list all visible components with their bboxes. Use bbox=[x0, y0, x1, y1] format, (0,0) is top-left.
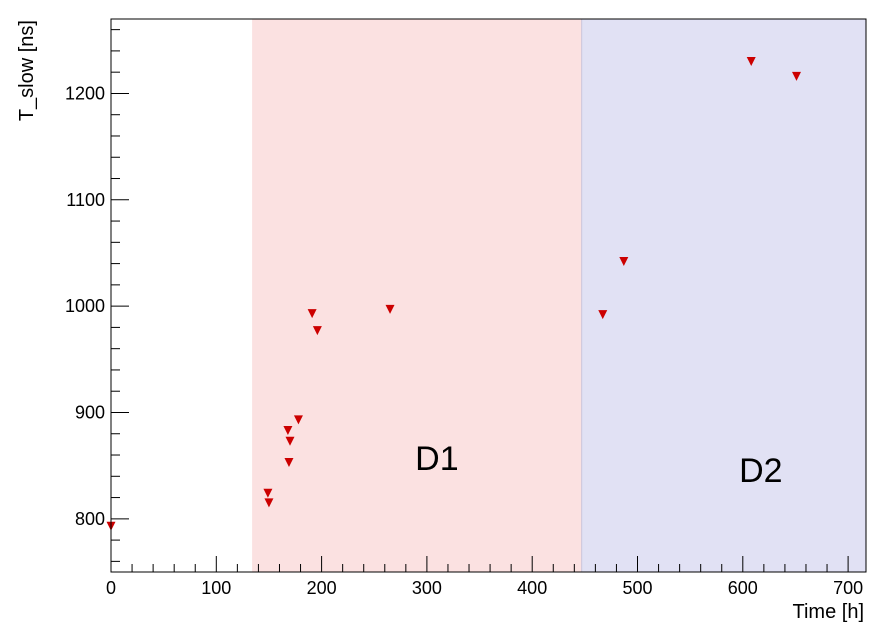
data-point bbox=[285, 436, 295, 446]
region-d1 bbox=[252, 19, 582, 572]
y-tick-label: 800 bbox=[75, 509, 105, 529]
x-tick-label: 500 bbox=[622, 578, 652, 598]
y-axis-title: T_slow [ns] bbox=[16, 20, 38, 121]
data-point bbox=[264, 498, 274, 508]
data-point bbox=[385, 304, 395, 314]
x-tick-label: 700 bbox=[833, 578, 863, 598]
x-tick-label: 300 bbox=[412, 578, 442, 598]
x-tick-label: 400 bbox=[517, 578, 547, 598]
y-tick-label: 1000 bbox=[65, 296, 105, 316]
data-point bbox=[307, 309, 317, 319]
y-tick-label: 1200 bbox=[65, 83, 105, 103]
data-point bbox=[619, 256, 629, 266]
region-label-d2: D2 bbox=[739, 452, 782, 490]
x-tick-label: 600 bbox=[728, 578, 758, 598]
data-point bbox=[312, 326, 322, 336]
data-point bbox=[293, 415, 303, 425]
region-labels: D1 D2 bbox=[415, 440, 782, 490]
data-point bbox=[792, 71, 802, 81]
x-tick-label: 100 bbox=[201, 578, 231, 598]
x-tick-label: 0 bbox=[106, 578, 116, 598]
x-axis-title: Time [h] bbox=[793, 601, 865, 623]
shaded-regions bbox=[252, 19, 866, 572]
y-tick-label: 900 bbox=[75, 402, 105, 422]
data-point bbox=[284, 457, 294, 467]
x-tick-label: 200 bbox=[307, 578, 337, 598]
data-point bbox=[263, 488, 273, 498]
tick-labels: 0 100 200 300 400 500 600 700 800 900 1000 1100 1200 bbox=[65, 83, 863, 598]
data-point bbox=[598, 310, 608, 320]
plot-frame bbox=[110, 18, 867, 573]
data-point bbox=[283, 426, 293, 436]
region-label-d1: D1 bbox=[415, 440, 458, 478]
y-tick-label: 1100 bbox=[66, 190, 105, 210]
data-point bbox=[746, 57, 756, 67]
region-d2 bbox=[581, 19, 866, 572]
